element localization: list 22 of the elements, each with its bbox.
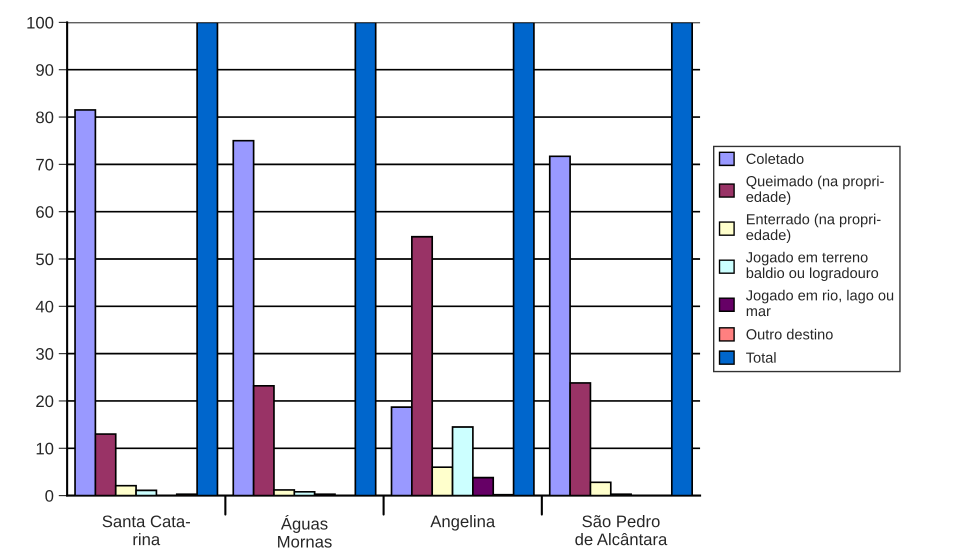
x-tick-label: Angelina — [430, 515, 496, 531]
x-tick-label: São Pedro de Alcântara — [575, 515, 668, 546]
legend-label: Total — [746, 352, 776, 363]
y-tick-label: 50 — [36, 253, 54, 266]
y-tick-label: 70 — [36, 158, 54, 171]
legend-label: Outro destino — [746, 328, 833, 340]
y-tick-label: 40 — [36, 300, 54, 313]
y-tick-label: 60 — [36, 206, 54, 218]
legend-label: Jogado em rio, lago ou mar — [746, 290, 894, 316]
y-tick-label: 0 — [45, 490, 54, 502]
legend-label: Queimado (na propri- edade) — [746, 176, 884, 205]
y-tick-label: 30 — [36, 348, 54, 360]
y-tick-label: 20 — [36, 395, 54, 408]
y-tick-label: 10 — [36, 442, 54, 454]
y-tick-label: 100 — [27, 16, 54, 29]
x-tick-label: Águas Mornas — [278, 515, 332, 548]
y-tick-label: 80 — [36, 111, 54, 124]
y-tick-label: 90 — [36, 64, 54, 76]
legend-label: Coletado — [746, 153, 804, 164]
legend-label: Enterrado (na propri- edade) — [746, 214, 880, 243]
x-tick-label: Santa Cata- rina — [102, 515, 190, 546]
legend-label: Jogado em terreno baldio ou logradouro — [746, 252, 878, 282]
